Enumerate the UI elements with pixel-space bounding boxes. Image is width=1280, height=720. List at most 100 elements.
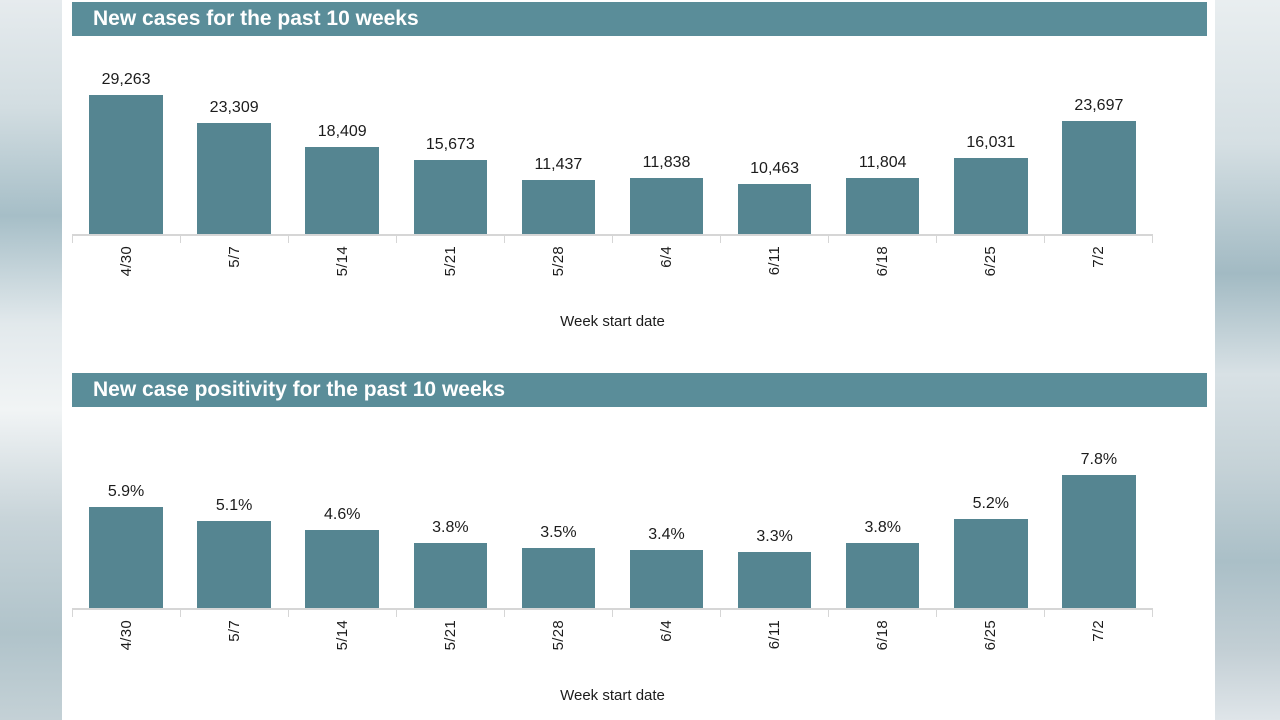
bar-value-label: 3.8%: [864, 519, 901, 537]
bar-column: 3.4%: [612, 407, 720, 608]
axis-tick: [828, 236, 936, 243]
x-tick-label: 5/21: [396, 617, 504, 673]
bar: [197, 123, 271, 234]
bar: [197, 521, 271, 608]
x-tick-label: 6/25: [937, 243, 1045, 299]
bar-value-label: 3.4%: [648, 526, 685, 543]
bar: [89, 95, 163, 234]
axis-tick: [612, 236, 720, 243]
bar-value-label: 23,309: [209, 99, 259, 117]
chart-new-cases-section: New cases for the past 10 weeks 29,263 23…: [62, 2, 1215, 330]
bar-value-label: 5.9%: [107, 483, 145, 501]
bar-value-label: 5.1%: [215, 497, 253, 514]
bar-column: 5.9%: [72, 407, 180, 608]
chart-title: New case positivity for the past 10 week…: [93, 378, 506, 401]
x-axis-ticks: [72, 236, 1153, 243]
bar-plot: 5.9% 5.1% 4.6% 3.8% 3.5% 3.4% 3.3% 3.8% 5.2% 7.8%…: [72, 407, 1153, 704]
x-tick-label-text: 5/14: [333, 246, 351, 277]
x-tick-label: 6/25: [937, 617, 1045, 673]
axis-tick: [720, 610, 828, 617]
x-tick-label: 6/11: [721, 243, 829, 299]
x-tick-label-text: 6/4: [658, 246, 676, 268]
bar-column: 5.2%: [937, 407, 1045, 608]
bar-value-label: 16,031: [966, 133, 1016, 151]
bar-column: 5.1%: [180, 407, 288, 608]
axis-tick: [396, 236, 504, 243]
bar: [521, 179, 596, 234]
bar: [89, 507, 163, 608]
bar-value-label: 3.5%: [540, 524, 577, 542]
bar: [954, 519, 1028, 608]
x-axis-title: Week start date: [560, 687, 665, 704]
bar-column: 16,031: [937, 36, 1045, 234]
bar-column: 4.6%: [288, 407, 396, 608]
axis-tick: [180, 610, 288, 617]
x-tick-label: 7/2: [1045, 617, 1153, 673]
x-tick-label: 6/4: [612, 617, 720, 673]
bar: [521, 548, 596, 608]
bar: [1062, 475, 1136, 608]
bar: [954, 157, 1028, 234]
bar-column: 3.3%: [721, 407, 829, 608]
axis-tick: [72, 236, 180, 243]
x-tick-label: 6/18: [829, 243, 937, 299]
bar: [305, 529, 379, 608]
chart-title: New cases for the past 10 weeks: [93, 7, 419, 30]
bar-column: 11,838: [612, 36, 720, 234]
bars-area: 29,263 23,309 18,409 15,673 11,437 11,838 10,4…: [72, 36, 1153, 236]
x-tick-label-text: 4/30: [117, 246, 135, 277]
bar-column: 15,673: [396, 36, 504, 234]
bar: [629, 550, 704, 608]
bar-value-label: 3.8%: [432, 519, 469, 537]
x-tick-label-text: 6/11: [766, 246, 784, 276]
x-tick-label-text: 5/28: [549, 620, 567, 651]
axis-tick: [288, 236, 396, 243]
x-tick-label: 6/11: [721, 617, 829, 673]
background-blur-right: [1215, 0, 1280, 720]
x-tick-label-text: 5/7: [225, 246, 243, 268]
x-tick-label-text: 6/4: [658, 620, 676, 642]
x-tick-label-text: 7/2: [1090, 620, 1108, 642]
x-tick-label: 6/4: [612, 243, 720, 299]
bar: [845, 543, 920, 608]
bar: [413, 543, 488, 608]
x-tick-label-text: 5/21: [441, 620, 459, 651]
axis-tick: [936, 236, 1044, 243]
bar-column: 3.5%: [504, 407, 612, 608]
bar-plot: 29,263 23,309 18,409 15,673 11,437 11,838 10,4…: [72, 36, 1153, 330]
bar-value-label: 4.6%: [324, 505, 361, 523]
bar: [737, 551, 812, 608]
x-tick-label: 5/7: [180, 243, 288, 299]
axis-tick: [828, 610, 936, 617]
axis-tick: [72, 610, 180, 617]
bar: [629, 177, 704, 234]
axis-tick: [936, 610, 1044, 617]
x-tick-label-text: 6/11: [766, 620, 784, 650]
axis-tick: [504, 610, 612, 617]
axis-tick: [504, 236, 612, 243]
x-tick-label: 5/14: [288, 617, 396, 673]
x-tick-label: 5/14: [288, 243, 396, 299]
x-axis-ticks: [72, 610, 1153, 617]
x-tick-label: 6/18: [829, 617, 937, 673]
x-tick-label-text: 5/21: [441, 246, 459, 277]
x-axis-labels: 4/30 5/7 5/14 5/21 5/28 6/4 6/11 6/18 6/25 7/2: [72, 617, 1153, 673]
x-tick-label: 4/30: [72, 617, 180, 673]
bar-column: 3.8%: [829, 407, 937, 608]
bar-value-label: 7.8%: [1080, 451, 1118, 468]
bar-value-label: 23,697: [1074, 97, 1124, 115]
bar-column: 3.8%: [396, 407, 504, 608]
chart-positivity-section: New case positivity for the past 10 week…: [62, 373, 1215, 704]
x-tick-label: 5/28: [504, 617, 612, 673]
x-tick-label-text: 6/18: [874, 620, 892, 651]
x-tick-label: 5/21: [396, 243, 504, 299]
bar-value-label: 29,263: [101, 71, 151, 88]
x-tick-label-text: 4/30: [117, 620, 135, 651]
axis-tick: [612, 610, 720, 617]
bar-column: 23,697: [1045, 36, 1153, 234]
x-axis-labels: 4/30 5/7 5/14 5/21 5/28 6/4 6/11 6/18 6/25 7/2: [72, 243, 1153, 299]
bar-value-label: 15,673: [425, 135, 475, 153]
bar: [845, 177, 920, 234]
charts-panel: New cases for the past 10 weeks 29,263 23…: [62, 0, 1215, 720]
x-tick-label-text: 5/7: [225, 620, 243, 642]
